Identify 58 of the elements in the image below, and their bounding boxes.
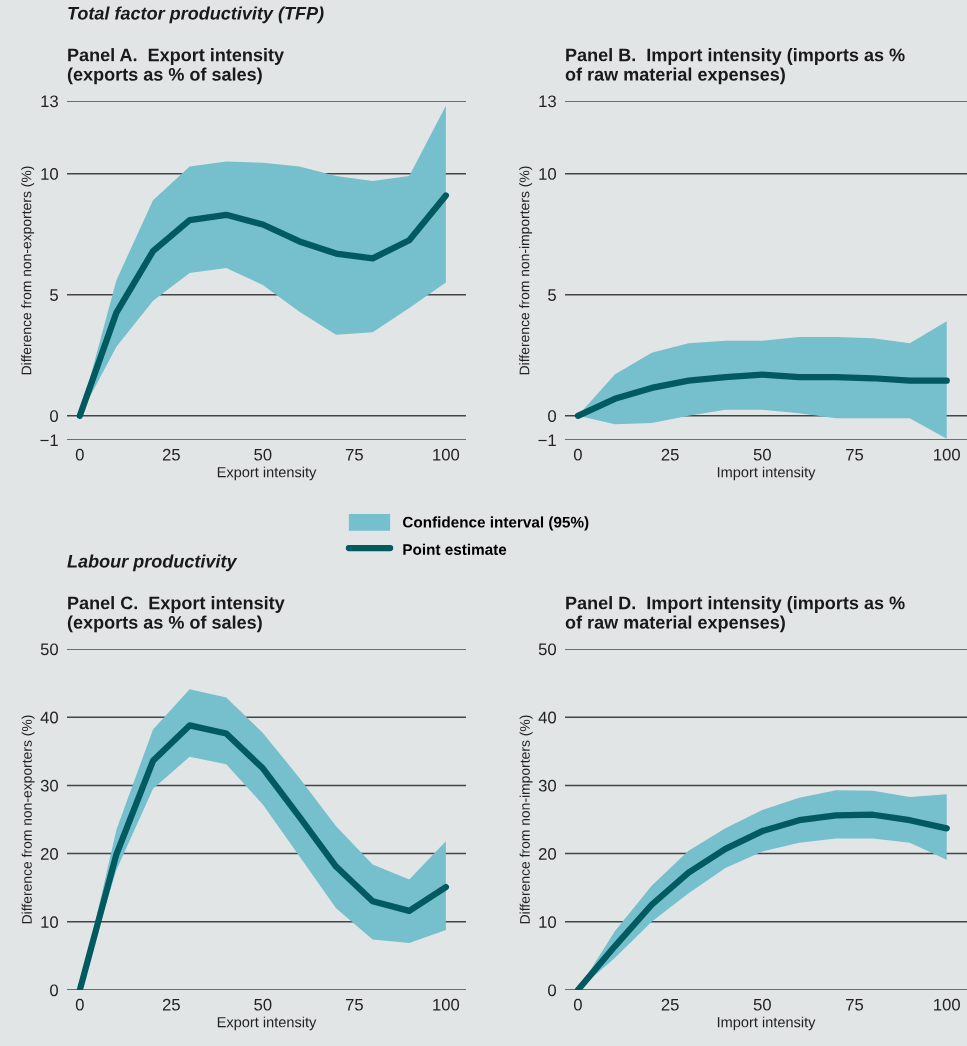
x-tick-label: 100 [934,998,960,1011]
y-tick-label: 0 [50,984,59,997]
x-tick-label: 50 [753,448,771,461]
x-tick-label: 50 [753,998,771,1011]
x-tick-label: 75 [345,448,363,461]
x-tick-label: 75 [846,998,864,1011]
y-tick-label: 10 [41,916,59,928]
y-tick-label: 30 [40,779,59,792]
y-tick-label: −1 [40,434,58,447]
x-axis-title: Export intensity [217,1016,317,1031]
y-tick-label: 20 [40,848,59,860]
x-tick-label: 0 [573,448,582,461]
x-tick-label: 25 [661,998,679,1011]
y-tick-label: 13 [41,95,58,108]
x-tick-label: 25 [162,998,180,1011]
chart-title: Panel A. Export intensity (exports as % of sales) [67,48,284,85]
y-axis-title: Difference from non-importers (%) [519,166,533,375]
x-tick-label: 0 [573,998,582,1011]
y-tick-label: 5 [50,289,58,301]
x-tick-label: 0 [75,448,84,461]
y-tick-label: −1 [538,434,556,447]
text: Labour productivity [67,554,238,572]
x-axis-title: Import intensity [717,466,816,481]
y-tick-label: 50 [40,643,59,656]
chart-title: Panel C. Export intensity (exports as % of sales) [67,596,285,633]
y-axis-title: Difference from non-exporters (%) [21,166,35,375]
y-tick-label: 0 [50,410,59,422]
x-tick-label: 100 [433,998,460,1011]
text: Confidence interval (95%) [402,516,589,531]
chart-title: Panel B. Import intensity (imports as % of raw material expenses) [565,48,905,85]
y-tick-label: 40 [40,711,59,724]
y-tick-label: 0 [548,410,557,422]
y-tick-label: 0 [548,984,557,997]
x-tick-label: 50 [254,448,272,461]
x-tick-label: 0 [75,998,84,1011]
x-tick-label: 75 [345,998,363,1011]
legend-label: Point estimate [403,543,507,555]
y-tick-label: 40 [538,711,557,724]
y-tick-label: 10 [41,168,59,180]
x-tick-label: 50 [254,998,272,1011]
y-tick-label: 30 [538,779,557,792]
chart-title: Panel D. Import intensity (imports as % of raw material expenses) [565,596,905,633]
y-tick-label: 13 [539,95,556,108]
x-tick-label: 25 [162,448,180,461]
x-tick-label: 25 [661,448,679,461]
y-tick-label: 5 [548,289,556,301]
y-axis-title: Difference from non-importers (%) [519,715,533,924]
text: Total factor productivity (TFP) [68,6,324,24]
x-axis-title: Import intensity [717,1016,816,1031]
y-tick-label: 10 [539,916,557,928]
x-axis-title: Export intensity [217,466,317,481]
y-tick-label: 50 [538,643,557,656]
y-tick-label: 10 [539,168,557,180]
x-tick-label: 100 [433,448,460,461]
y-axis-title: Difference from non-exporters (%) [21,715,35,924]
x-tick-label: 100 [934,448,960,461]
x-tick-label: 75 [846,448,864,461]
y-tick-label: 20 [538,848,557,860]
